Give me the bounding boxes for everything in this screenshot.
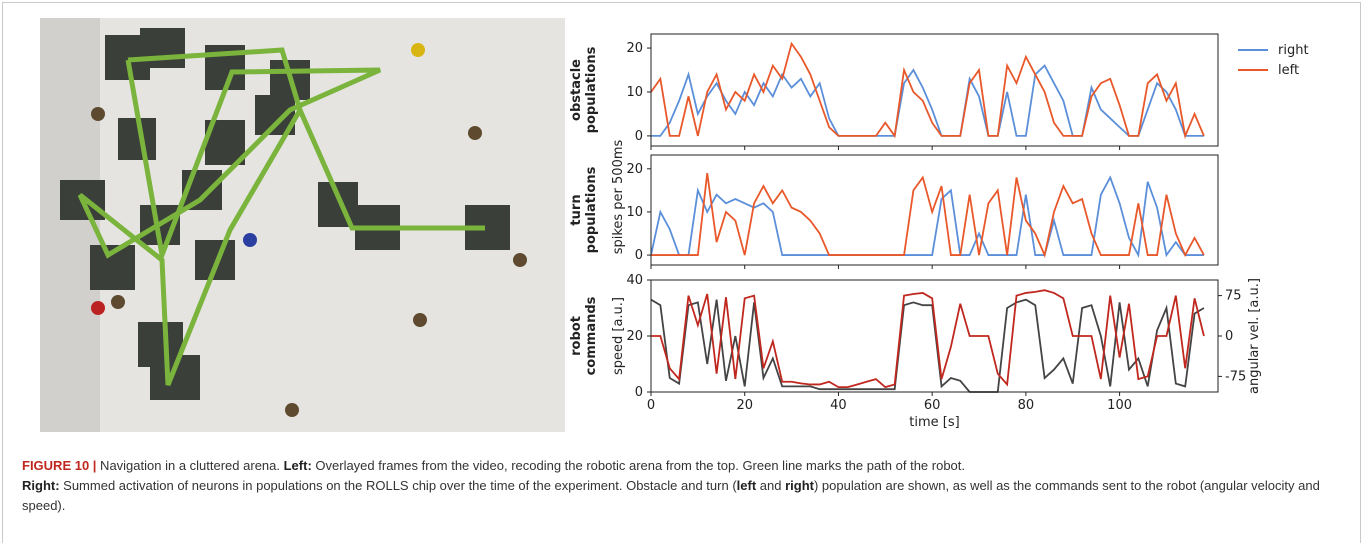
axes-frame: [650, 33, 1219, 147]
x-tick-label: 0: [647, 398, 655, 413]
caption-bold: Left:: [283, 458, 312, 473]
series-line: [651, 172, 1205, 258]
legend-label: left: [1278, 63, 1299, 78]
series-line: [651, 64, 1204, 137]
group-label: commands: [584, 296, 599, 375]
x-tick-label: 40: [830, 398, 847, 413]
legend-label: right: [1278, 43, 1309, 58]
y-tick-label: 0: [635, 385, 643, 400]
caption-text: Navigation in a cluttered arena.: [96, 458, 284, 473]
y-tick-label: 10: [626, 85, 643, 100]
caption-text: Summed activation of neurons in populati…: [59, 478, 737, 493]
caption-text: ) population are shown, as well as the c…: [22, 478, 1320, 513]
x-tick-label: 20: [736, 398, 753, 413]
caption-bold: right: [785, 478, 814, 493]
x-tick-label: 60: [924, 398, 941, 413]
group-label: turn: [569, 194, 584, 225]
caption: FIGURE 10 | Navigation in a cluttered ar…: [22, 456, 1342, 516]
caption-line: FIGURE 10 | Navigation in a cluttered ar…: [22, 456, 1342, 476]
caption-bold: Right:: [22, 478, 60, 493]
caption-text: and: [756, 478, 786, 493]
series-line: [651, 289, 1205, 389]
axes-frame: [650, 279, 1219, 393]
group-label: populations: [584, 166, 599, 253]
y2-tick-label: 75: [1225, 289, 1242, 304]
y-tick-label: 0: [635, 248, 643, 263]
y-tick-label: 10: [626, 205, 643, 220]
y-tick-label: 20: [626, 329, 643, 344]
y-tick-label: 20: [626, 41, 643, 56]
x-tick-label: 100: [1107, 398, 1132, 413]
caption-bold: left: [736, 478, 757, 493]
y2-tick-label: 0: [1225, 329, 1233, 344]
shared-y-label: spikes per 500ms: [611, 139, 626, 254]
caption-text: Overlayed frames from the video, recodin…: [311, 458, 966, 473]
y-tick-label: 40: [626, 273, 643, 288]
series-line: [650, 41, 1205, 140]
series-line: [650, 175, 1204, 258]
y-tick-label: 0: [635, 129, 643, 144]
x-axis-label: time [s]: [909, 415, 959, 430]
group-label: obstacle: [569, 59, 584, 121]
arena-photo: [40, 18, 565, 432]
x-tick-label: 80: [1018, 398, 1035, 413]
series-line: [650, 298, 1205, 393]
y2-axis-label: angular vel. [a.u.]: [1247, 278, 1262, 394]
y-axis-label: speed [a.u.]: [611, 297, 626, 375]
group-label: populations: [584, 46, 599, 133]
axes-frame: [650, 154, 1219, 266]
y2-tick-label: -75: [1225, 369, 1246, 384]
group-label: robot: [569, 316, 584, 356]
figure-label: FIGURE 10 |: [22, 458, 97, 473]
y-tick-label: 20: [626, 162, 643, 177]
caption-line: Right: Summed activation of neurons in p…: [22, 476, 1342, 516]
